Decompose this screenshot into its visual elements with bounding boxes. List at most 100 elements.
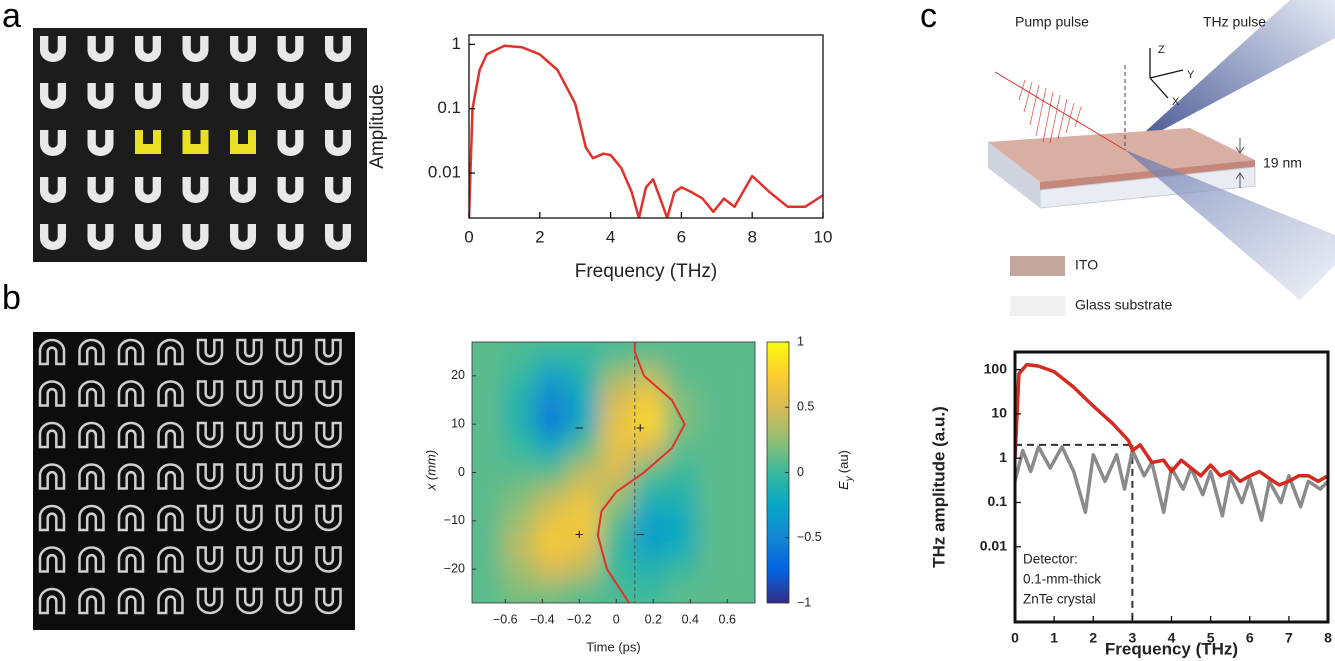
ring [275,338,303,366]
ring [230,177,256,203]
profile-line [596,342,686,603]
ring [182,177,209,203]
ring [182,224,209,250]
ring [38,504,66,532]
y-tick-label: 10 [991,405,1007,421]
ring [325,224,351,250]
heatmap-cell [472,484,504,510]
x-tick-label: 10 [814,227,833,246]
annotation: + [636,420,645,437]
annotation: − [636,526,645,543]
ring [157,546,184,573]
legend-label: ITO [1075,257,1098,273]
heatmap-cell [567,436,601,461]
heatmap-cell [567,460,601,486]
heatmap-cell [502,460,536,486]
y-tick-label: −20 [444,561,465,575]
ring [325,83,351,109]
y-axis-label: x (mm) [423,450,438,491]
ring [325,130,351,156]
y-tick-label: 1 [999,449,1007,465]
ring [135,224,161,250]
heatmap-cell [502,436,536,461]
ring [38,380,66,407]
heatmap-cell [729,508,755,534]
ring [196,587,224,615]
y-tick-label: 0.01 [980,537,1007,553]
ring [315,546,342,573]
ring [40,224,66,250]
x-tick-label: 0.6 [719,612,736,626]
x-axis-label: Time (ps) [586,639,640,654]
thickness-arrows [1235,138,1245,188]
x-tick-label: −0.4 [530,612,555,626]
ring [135,36,161,62]
colorbar-subscript: y [844,475,855,482]
heatmap-cell [729,581,755,603]
ring [40,83,66,109]
highlighted-ring [135,130,161,154]
ring [315,587,342,615]
y-tick-label: 0.1 [437,98,461,117]
heatmap-cell [567,508,601,534]
ring [236,546,263,573]
ring [38,463,66,490]
heatmap-cell [535,363,569,389]
heatmap-cell [664,342,698,365]
colorbar-tick-label: −1 [797,595,811,609]
x-tick-label: −0.2 [567,612,592,626]
heatmap-cell [664,460,698,486]
plot-area [1015,362,1328,622]
pump-beam [994,71,1126,151]
plot-area [469,44,823,218]
heatmap-cell [664,532,698,558]
ring [182,36,209,62]
colorbar-unit: (au) [836,450,851,473]
ito-side [1040,160,1255,190]
ring [40,36,66,62]
ring [275,421,303,449]
ring [117,504,145,532]
heatmap-cell [729,387,755,413]
heatmap-cell [632,460,666,486]
ring [236,504,263,532]
heatmap-cell [535,581,569,603]
y-tick-label: 20 [451,368,465,382]
heatmap-cell [502,581,536,603]
y-tick-label: 0.1 [988,493,1008,509]
heatmap-cell [664,508,698,534]
legend-swatch [1010,296,1065,316]
heatmap-cell [535,460,569,486]
ring [275,504,303,532]
ring [275,463,303,490]
panel-label: b [2,279,21,317]
heatmap-cell [535,342,569,365]
ring [40,130,66,156]
heatmap-cell [535,508,569,534]
ring [196,546,224,573]
heatmap-cell [567,532,601,558]
series-line [1015,362,1328,487]
heatmap-cell [697,436,731,461]
ring [196,463,224,490]
ring [78,504,105,532]
pump-pulse [1018,79,1082,144]
heatmap-cell [697,363,731,389]
ring [38,587,66,615]
thz-beam [1125,0,1335,150]
x-tick-label: 0.4 [682,612,699,626]
heatmap-cell [502,412,536,437]
ring [325,177,351,203]
axis-x: X [1172,96,1180,108]
heatmap-cell [632,532,666,558]
heatmap-cell [502,363,536,389]
ring [315,504,342,532]
colorbar-symbol: E [836,481,851,490]
ring [275,546,303,573]
heatmap-cell [697,342,731,365]
heatmap-cell [729,412,755,437]
heatmap-cell [697,484,731,510]
heatmap-cell [632,363,666,389]
ring [117,587,145,615]
